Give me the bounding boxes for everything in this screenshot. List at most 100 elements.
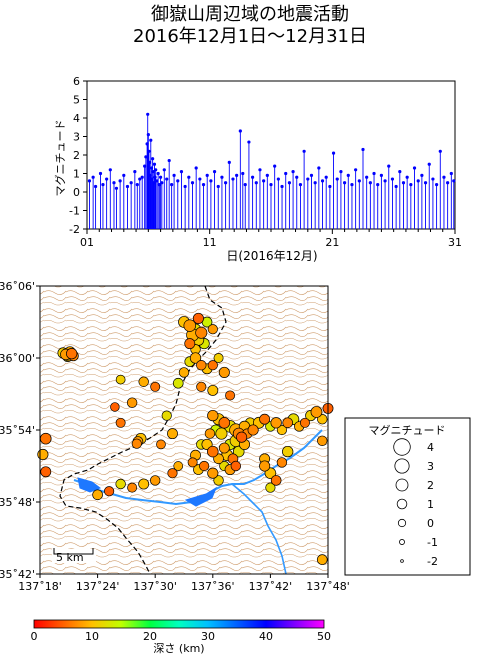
earthquake-marker [104, 486, 115, 497]
earthquake-marker [167, 428, 178, 440]
magnitude-point [190, 181, 195, 185]
time-plot-y-axis-label: マグニチュード [53, 120, 67, 197]
time-plot-y-tick-label: 3 [73, 131, 80, 144]
earthquake-marker [192, 312, 204, 324]
earthquake-marker [156, 439, 166, 450]
map-x-tick-label: 137˚30' [133, 580, 177, 593]
earthquake-marker [230, 460, 242, 472]
legend-label: -1 [427, 536, 438, 549]
magnitude-point [167, 158, 171, 163]
legend-label: 4 [427, 441, 434, 454]
map-y-tick-label: 35˚54' [0, 424, 35, 437]
earthquake-marker [265, 482, 276, 493]
legend-symbol [399, 539, 405, 545]
earthquake-marker [92, 489, 103, 501]
magnitude-point [160, 181, 164, 185]
earthquake-marker [199, 460, 210, 472]
magnitude-point [220, 175, 224, 179]
magnitude-point [361, 147, 365, 152]
time-plot-y-ticks: -2 -1 0 1 2 3 4 5 6 [69, 75, 87, 236]
map-y-tick-label: 35˚48' [0, 496, 35, 509]
earthquake-marker [167, 468, 178, 479]
earthquake-marker [213, 353, 224, 363]
legend-label: 1 [427, 498, 434, 511]
magnitude-legend: マグニチュード 4 3 2 1 0 -1 -2 [344, 417, 471, 576]
magnitude-point [269, 183, 273, 187]
earthquake-marker [138, 376, 149, 387]
earthquake-marker [207, 384, 219, 396]
magnitude-point [165, 177, 169, 181]
magnitude-point [420, 173, 424, 177]
time-plot-y-tick-label: 4 [73, 112, 80, 125]
magnitude-point [317, 166, 321, 170]
map-x-tick-label: 137˚18' [18, 580, 62, 593]
magnitude-point [133, 170, 137, 174]
earthquake-marker [204, 428, 216, 439]
magnitude-point [412, 166, 417, 170]
magnitude-point [243, 183, 247, 187]
magnitude-point [324, 175, 328, 179]
time-plot-x-tick-label: 01 [80, 236, 94, 249]
legend-symbol [396, 498, 408, 510]
magnitude-point [170, 183, 174, 187]
legend-label: 2 [427, 479, 434, 492]
magnitude-point [231, 177, 235, 181]
earthquake-marker [236, 431, 248, 443]
magnitude-point [183, 184, 187, 189]
magnitude-point [105, 177, 109, 181]
earthquake-marker [215, 427, 228, 440]
magnitude-point [162, 168, 166, 172]
magnitude-point [129, 181, 133, 185]
magnitude-point [209, 179, 213, 183]
earthquake-marker [247, 424, 259, 436]
magnitude-point [205, 173, 209, 177]
magnitude-point [254, 181, 258, 185]
earthquake-marker [178, 367, 190, 378]
magnitude-point [398, 170, 402, 174]
magnitude-point [306, 177, 310, 181]
magnitude-point [122, 173, 126, 177]
legend-label: -2 [427, 555, 438, 568]
map-axis-ticks: 137˚18' 137˚24' 137˚30' 137˚36' 137˚42' 137˚4… [0, 280, 350, 593]
magnitude-point [423, 181, 428, 185]
magnitude-point [357, 179, 361, 183]
map-y-tick-label: 35˚42' [0, 568, 35, 581]
colorbar-tick-label: 0 [31, 630, 38, 643]
earthquake-markers [37, 312, 334, 565]
time-plot-x-tick-label: 11 [203, 236, 217, 249]
earthquake-marker [126, 397, 138, 408]
chart-title-line2: 2016年12月1日〜12月31日 [133, 26, 367, 47]
magnitude-point [339, 170, 343, 174]
magnitude-point [273, 164, 277, 168]
earthquake-marker [187, 457, 198, 468]
earthquake-marker [195, 326, 208, 339]
earthquake-marker [259, 460, 271, 472]
magnitude-point [343, 181, 347, 185]
earthquake-marker [37, 448, 49, 461]
magnitude-point [372, 171, 376, 176]
magnitude-point [198, 177, 202, 181]
time-plot-y-tick-label: 6 [73, 75, 80, 88]
colorbar-tick-label: 20 [143, 630, 157, 643]
earthquake-marker [282, 445, 294, 458]
magnitude-point [431, 177, 435, 181]
magnitude-point [87, 179, 92, 183]
magnitude-point [201, 183, 206, 187]
magnitude-point [135, 183, 139, 187]
earthquake-marker [138, 478, 150, 490]
magnitude-point [276, 177, 280, 181]
magnitude-point [302, 149, 306, 153]
map-x-tick-label: 137˚36' [191, 580, 235, 593]
magnitude-point [224, 181, 228, 185]
earthquake-marker [184, 338, 196, 350]
legend-symbol [393, 438, 411, 456]
magnitude-point [118, 179, 122, 183]
scale-bar: 5 km [52, 548, 96, 564]
time-plot-x-tick-label: 21 [325, 236, 339, 249]
magnitude-point [187, 175, 191, 179]
magnitude-point [346, 173, 350, 177]
earthquake-marker [183, 319, 196, 332]
colorbar-label: 深さ (km) [153, 642, 204, 655]
